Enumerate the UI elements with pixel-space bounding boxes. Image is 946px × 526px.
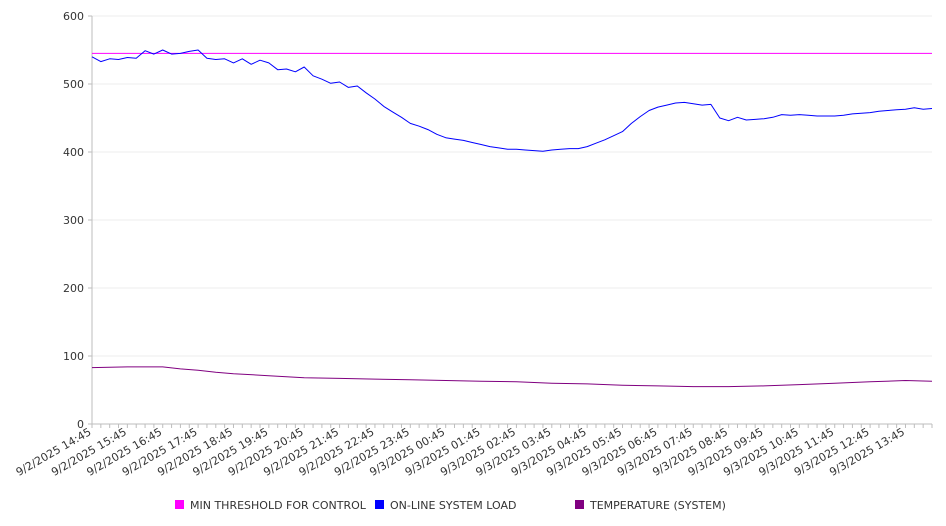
y-tick-label: 100 bbox=[63, 350, 84, 363]
y-tick-label: 500 bbox=[63, 78, 84, 91]
legend-swatch bbox=[575, 500, 584, 509]
series-lines bbox=[91, 49, 933, 388]
legend-label: TEMPERATURE (SYSTEM) bbox=[589, 499, 726, 512]
legend: MIN THRESHOLD FOR CONTROL ON-LINE SYSTEM … bbox=[175, 499, 726, 512]
legend-swatch bbox=[375, 500, 384, 509]
y-tick-label: 600 bbox=[63, 10, 84, 23]
series-line-1 bbox=[91, 49, 933, 152]
grid-lines bbox=[92, 15, 932, 357]
legend-label: ON-LINE SYSTEM LOAD bbox=[390, 499, 516, 512]
x-tick-labels: 9/2/2025 14:459/2/2025 15:459/2/2025 16:… bbox=[14, 424, 933, 479]
y-tick-label: 200 bbox=[63, 282, 84, 295]
y-tick-label: 400 bbox=[63, 146, 84, 159]
y-tick-labels: 0 100 200 300 400 500 600 bbox=[63, 10, 92, 431]
legend-swatch bbox=[175, 500, 184, 509]
legend-label: MIN THRESHOLD FOR CONTROL bbox=[190, 499, 367, 512]
y-tick-label: 0 bbox=[77, 418, 84, 431]
y-tick-label: 300 bbox=[63, 214, 84, 227]
series-line-2 bbox=[91, 366, 933, 388]
